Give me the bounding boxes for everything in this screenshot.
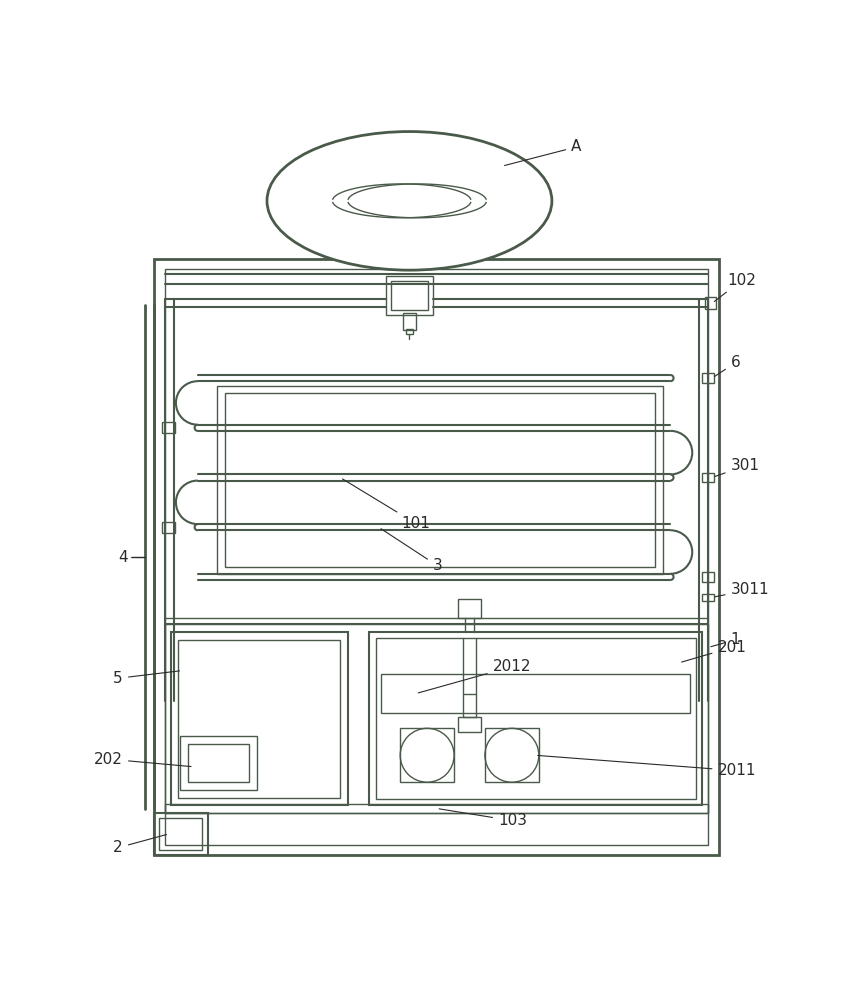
Text: 202: 202 bbox=[94, 752, 191, 767]
Bar bbox=[401, 728, 454, 782]
Bar bbox=[463, 694, 476, 717]
Bar bbox=[178, 640, 340, 798]
Text: 102: 102 bbox=[714, 273, 757, 302]
Bar bbox=[170, 632, 348, 805]
Text: 3011: 3011 bbox=[715, 582, 770, 597]
Bar bbox=[702, 572, 715, 582]
Bar bbox=[370, 632, 702, 805]
Bar bbox=[702, 373, 715, 383]
Bar bbox=[702, 473, 715, 482]
Text: 2012: 2012 bbox=[419, 659, 531, 693]
Bar bbox=[391, 281, 428, 310]
Bar bbox=[386, 276, 432, 315]
Bar bbox=[154, 813, 208, 855]
Bar bbox=[458, 599, 481, 618]
Text: 2011: 2011 bbox=[538, 755, 756, 778]
Text: 4: 4 bbox=[118, 550, 128, 565]
Bar bbox=[159, 818, 202, 850]
Bar bbox=[162, 422, 175, 433]
Text: 6: 6 bbox=[715, 355, 740, 377]
Text: 301: 301 bbox=[715, 458, 759, 477]
Bar bbox=[224, 393, 655, 567]
Bar bbox=[217, 386, 663, 574]
Text: 2: 2 bbox=[113, 835, 167, 855]
Text: 5: 5 bbox=[113, 671, 180, 686]
Text: 103: 103 bbox=[439, 809, 527, 828]
Bar bbox=[164, 269, 708, 845]
Bar bbox=[406, 329, 413, 334]
Bar bbox=[458, 717, 481, 732]
Bar bbox=[705, 297, 716, 309]
Ellipse shape bbox=[267, 132, 552, 270]
Bar bbox=[702, 594, 715, 601]
Text: 101: 101 bbox=[342, 479, 431, 531]
Bar bbox=[403, 313, 416, 330]
Bar bbox=[484, 728, 538, 782]
Bar bbox=[180, 736, 257, 790]
Bar bbox=[381, 674, 691, 713]
Bar bbox=[376, 638, 696, 799]
Text: A: A bbox=[504, 139, 581, 166]
Bar bbox=[164, 624, 708, 813]
Bar bbox=[162, 522, 175, 533]
Text: 201: 201 bbox=[681, 640, 746, 662]
Text: 1: 1 bbox=[710, 632, 740, 647]
Bar bbox=[164, 804, 708, 813]
Bar bbox=[154, 259, 719, 855]
Text: 3: 3 bbox=[381, 529, 443, 573]
Bar bbox=[187, 744, 249, 782]
